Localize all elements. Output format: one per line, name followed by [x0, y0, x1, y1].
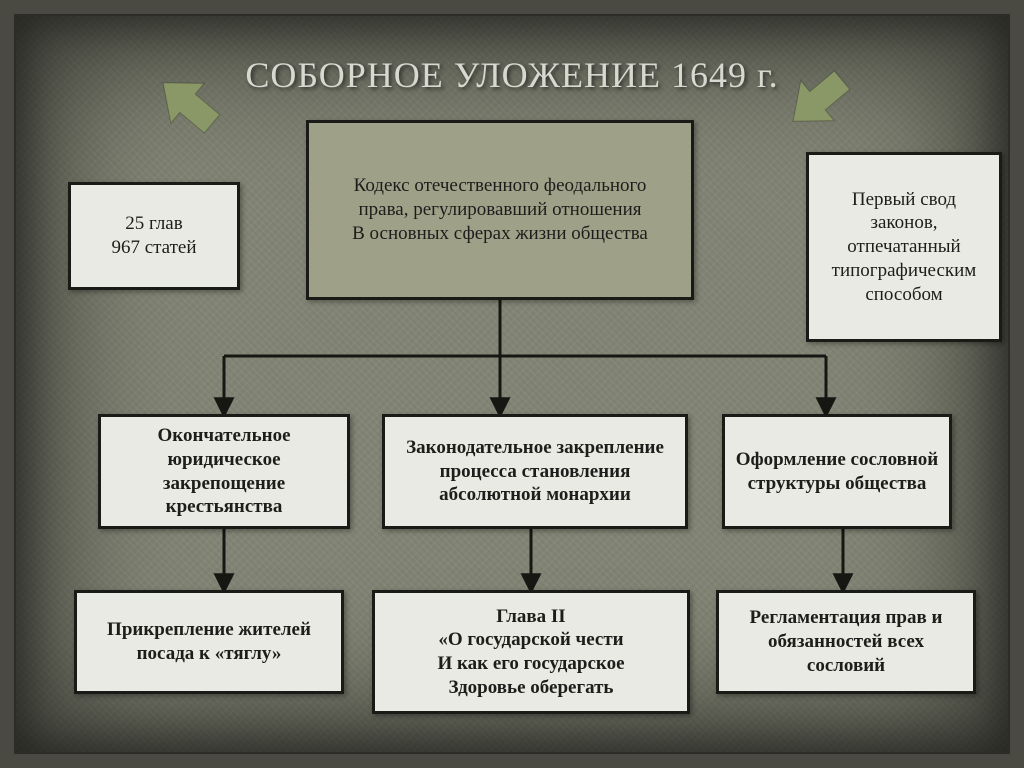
slide-frame: СОБОРНОЕ УЛОЖЕНИЕ 1649 г. 25 глав 967 ст… — [14, 14, 1010, 754]
box-central-definition: Кодекс отечественного феодального права,… — [306, 120, 694, 300]
box-posad-tyaglo: Прикрепление жителей посада к «тяглу» — [74, 590, 344, 694]
box-rights-duties: Регламентация прав и обязанностей всех с… — [716, 590, 976, 694]
box-enserfment: Окончательное юридическое закрепощение к… — [98, 414, 350, 529]
box-chapter-ii: Глава II «О государской чести И как его … — [372, 590, 690, 714]
box-absolute-monarchy: Законодательное закрепление процесса ста… — [382, 414, 688, 529]
box-estate-structure: Оформление сословной структуры общества — [722, 414, 952, 529]
box-first-printed: Первый свод законов, отпечатанный типогр… — [806, 152, 1002, 342]
box-chapter-count: 25 глав 967 статей — [68, 182, 240, 290]
